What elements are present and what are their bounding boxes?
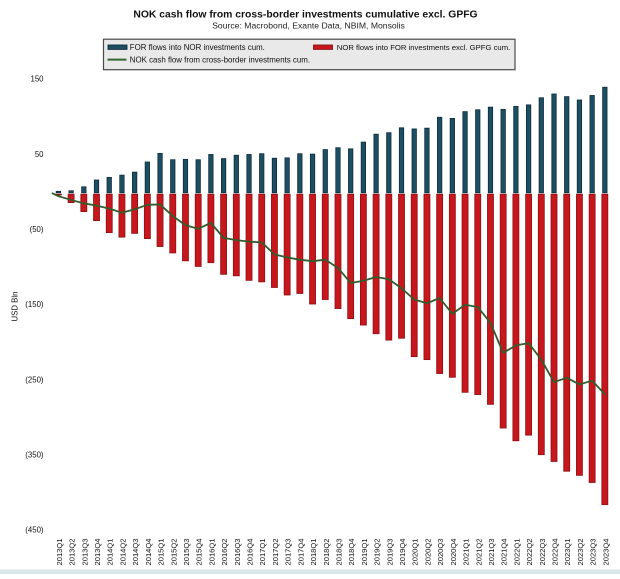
svg-text:2023Q3: 2023Q3 <box>589 538 598 565</box>
svg-text:(50): (50) <box>30 225 44 234</box>
svg-text:2022Q2: 2022Q2 <box>525 538 534 565</box>
svg-text:2016Q4: 2016Q4 <box>246 538 255 565</box>
svg-text:(350): (350) <box>25 450 44 459</box>
svg-text:2016Q3: 2016Q3 <box>233 538 242 565</box>
svg-text:2013Q3: 2013Q3 <box>80 538 89 565</box>
svg-text:2021Q3: 2021Q3 <box>487 538 496 565</box>
svg-text:2017Q4: 2017Q4 <box>296 538 305 565</box>
svg-text:2017Q3: 2017Q3 <box>284 538 293 565</box>
svg-text:2020Q3: 2020Q3 <box>436 538 445 565</box>
svg-text:(150): (150) <box>25 300 44 309</box>
svg-text:2014Q2: 2014Q2 <box>118 538 127 565</box>
svg-text:2020Q2: 2020Q2 <box>423 538 432 565</box>
svg-text:2014Q1: 2014Q1 <box>106 538 115 565</box>
svg-text:2021Q2: 2021Q2 <box>474 538 483 565</box>
svg-text:NOK cash flow from cross-borde: NOK cash flow from cross-border investme… <box>133 10 477 21</box>
svg-text:50: 50 <box>35 150 44 159</box>
svg-text:2021Q1: 2021Q1 <box>462 538 471 565</box>
svg-text:2013Q1: 2013Q1 <box>55 538 64 565</box>
svg-text:2018Q2: 2018Q2 <box>322 538 331 565</box>
svg-text:2023Q1: 2023Q1 <box>563 538 572 565</box>
svg-text:(250): (250) <box>25 375 44 384</box>
svg-text:2022Q4: 2022Q4 <box>551 538 560 565</box>
svg-text:2021Q4: 2021Q4 <box>500 538 509 565</box>
svg-text:2019Q4: 2019Q4 <box>398 538 407 565</box>
svg-text:(450): (450) <box>25 526 44 535</box>
svg-text:FOR flows into NOR investments: FOR flows into NOR investments cum. <box>130 43 265 52</box>
svg-text:2022Q1: 2022Q1 <box>512 538 521 565</box>
svg-text:2023Q2: 2023Q2 <box>576 538 585 565</box>
svg-text:Source: Macrobond, Exante Data: Source: Macrobond, Exante Data, NBIM, Mo… <box>212 20 405 30</box>
svg-text:2015Q2: 2015Q2 <box>169 538 178 565</box>
svg-text:2014Q3: 2014Q3 <box>131 538 140 565</box>
svg-text:NOR flows into FOR investments: NOR flows into FOR investments excl. GPF… <box>337 43 510 52</box>
svg-text:150: 150 <box>30 75 44 84</box>
svg-text:2019Q3: 2019Q3 <box>385 538 394 565</box>
svg-text:2018Q4: 2018Q4 <box>347 538 356 565</box>
svg-text:2017Q1: 2017Q1 <box>258 538 267 565</box>
svg-text:2023Q4: 2023Q4 <box>601 538 610 565</box>
svg-text:NOK cash flow from cross-borde: NOK cash flow from cross-border investme… <box>130 55 310 64</box>
svg-text:2015Q4: 2015Q4 <box>195 538 204 565</box>
svg-text:2019Q1: 2019Q1 <box>360 538 369 565</box>
svg-text:2022Q3: 2022Q3 <box>538 538 547 565</box>
svg-text:2016Q1: 2016Q1 <box>207 538 216 565</box>
svg-text:USD Bln: USD Bln <box>10 292 19 322</box>
svg-text:2015Q1: 2015Q1 <box>157 538 166 565</box>
svg-text:2014Q4: 2014Q4 <box>144 538 153 565</box>
svg-text:2019Q2: 2019Q2 <box>373 538 382 565</box>
svg-text:2017Q2: 2017Q2 <box>271 538 280 565</box>
svg-text:2013Q4: 2013Q4 <box>93 538 102 565</box>
svg-text:2015Q3: 2015Q3 <box>182 538 191 565</box>
svg-text:2016Q2: 2016Q2 <box>220 538 229 565</box>
svg-text:2020Q4: 2020Q4 <box>449 538 458 565</box>
svg-text:2020Q1: 2020Q1 <box>411 538 420 565</box>
svg-text:2018Q3: 2018Q3 <box>334 538 343 565</box>
svg-text:2013Q2: 2013Q2 <box>68 538 77 565</box>
svg-text:2018Q1: 2018Q1 <box>309 538 318 565</box>
